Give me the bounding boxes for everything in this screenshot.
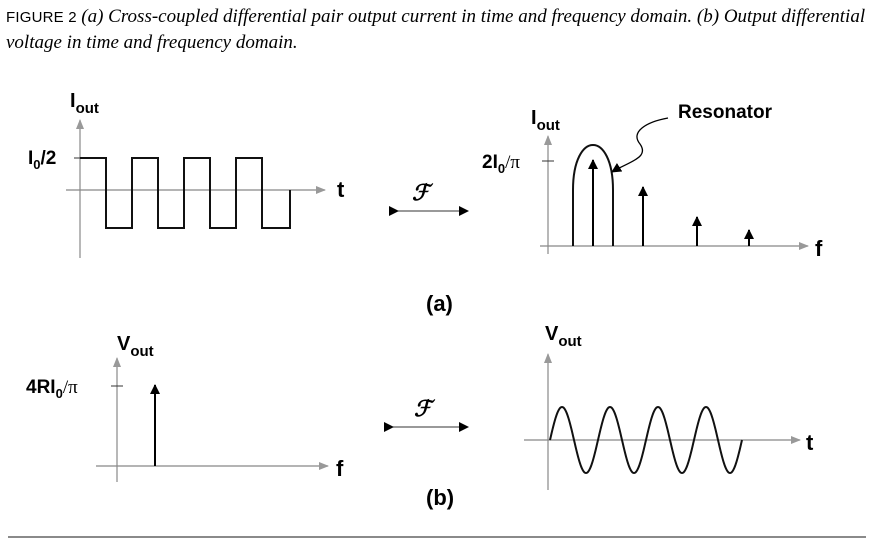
x-label-t-b: t <box>806 430 814 455</box>
level-label-4ri0-over-pi: 4RI0/π <box>26 377 78 401</box>
figure-caption-text: (a) Cross-coupled differential pair outp… <box>6 6 866 53</box>
square-wave-iout <box>80 157 291 229</box>
axis-label-iout: Iout <box>70 90 99 117</box>
figure-number: FIGURE 2 <box>6 9 77 26</box>
level-label-2i0-over-pi: 2I0/π <box>482 152 520 176</box>
plot-a-time-current: Iout I0/2 t <box>28 90 345 258</box>
sine-wave-vout <box>549 405 743 475</box>
figure-caption: FIGURE 2 (a) Cross-coupled differential … <box>6 4 868 55</box>
x-label-f-b: f <box>336 456 344 481</box>
resonator-label: Resonator <box>678 102 773 123</box>
level-label-i0-over-2: I0/2 <box>28 148 56 172</box>
panel-label-b: (b) <box>426 485 454 510</box>
fourier-transform-arrow-b: ℱ <box>384 396 469 432</box>
x-label-t-a: t <box>337 177 345 202</box>
plot-a-freq-current: Resonator Iout 2I0/π f <box>482 102 823 261</box>
x-label-f-a: f <box>815 236 823 261</box>
axis-label-iout-freq: Iout <box>531 107 560 134</box>
fourier-transform-arrow-a: ℱ <box>389 180 469 216</box>
resonator-response-curve <box>572 144 614 246</box>
plot-b-time-voltage: Vout t <box>524 323 814 490</box>
fourier-symbol-b: ℱ <box>414 396 436 421</box>
plot-b-freq-voltage: Vout 4RI0/π f <box>26 333 344 482</box>
fourier-symbol-a: ℱ <box>412 180 434 205</box>
panel-label-a: (a) <box>426 291 453 316</box>
axis-label-vout-freq: Vout <box>117 333 154 360</box>
axis-label-vout-time: Vout <box>545 323 582 350</box>
resonator-pointer-arrow <box>611 117 669 173</box>
